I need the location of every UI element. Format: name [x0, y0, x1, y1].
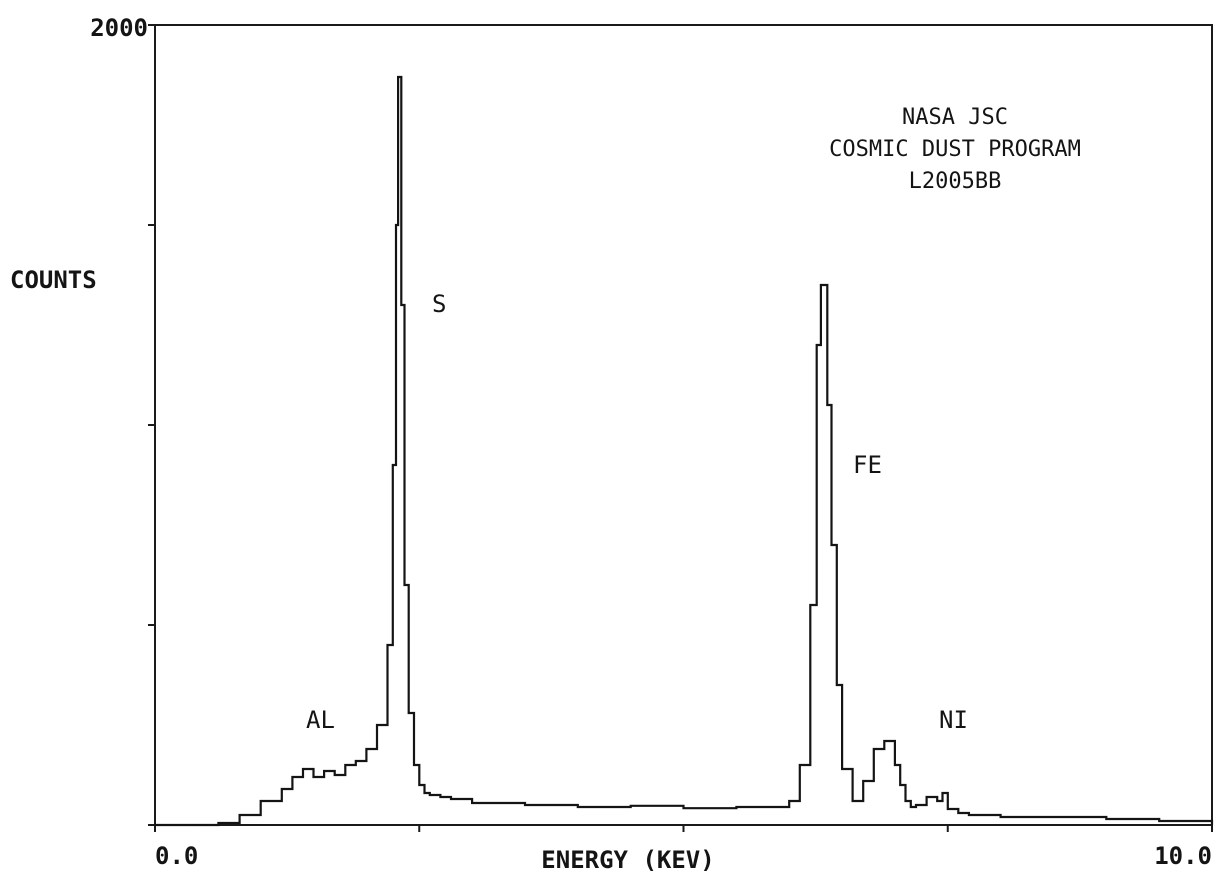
spectrum-point-48 — [894, 764, 896, 766]
y-tick-label-max: 2000 — [90, 14, 148, 42]
spectrum-point-10 — [323, 770, 325, 772]
spectrum-point-4 — [238, 814, 241, 816]
spectrum-point-6 — [281, 788, 283, 790]
spectrum-point-54 — [936, 800, 938, 802]
spectrum-point-1 — [175, 824, 177, 826]
spectrum-point-19 — [397, 76, 399, 78]
spectrum-point-28 — [450, 798, 452, 800]
spectrum-point-57 — [957, 812, 960, 814]
spectrum-point-45 — [862, 780, 864, 782]
spectrum-point-51 — [909, 806, 912, 808]
spectrum-point-13 — [355, 760, 357, 762]
spectrum-point-8 — [302, 768, 304, 770]
spectrum-point-41 — [830, 544, 833, 546]
axis-ticks — [148, 24, 1213, 832]
spectrum-point-46 — [872, 748, 875, 750]
spectrum-point-17 — [392, 464, 394, 466]
spectrum-point-21 — [403, 584, 406, 586]
spectrum-point-39 — [820, 284, 822, 286]
spectrum-point-44 — [851, 800, 854, 802]
spectrum-point-47 — [883, 740, 886, 742]
spectrum-point-43 — [841, 768, 843, 770]
spectrum-point-18 — [395, 224, 397, 226]
spectrum-point-60 — [1052, 816, 1055, 818]
spectrum-point-53 — [925, 796, 928, 798]
spectrum-point-49 — [899, 784, 901, 786]
spectrum-point-37 — [809, 604, 812, 606]
spectrum-point-27 — [439, 796, 442, 798]
spectrum-point-25 — [423, 792, 426, 794]
spectrum-point-36 — [798, 764, 801, 766]
spectrum-point-3 — [217, 822, 220, 824]
spectrum-point-58 — [968, 814, 970, 816]
spectrum-point-50 — [904, 800, 907, 802]
annotation-line-2: COSMIC DUST PROGRAM — [829, 137, 1081, 162]
spectrum-point-56 — [946, 808, 949, 810]
spectrum-point-31 — [577, 806, 579, 808]
spectrum-point-62 — [1158, 820, 1160, 822]
spectrum-point-5 — [259, 800, 262, 802]
spectrum-series — [154, 75, 1214, 827]
spectrum-point-12 — [344, 764, 347, 766]
spectrum-point-22 — [407, 712, 410, 714]
peak-label-s: S — [432, 290, 446, 318]
spectrum-point-55 — [941, 792, 944, 794]
spectrum-point-38 — [815, 344, 818, 346]
x-tick-label-min: 0.0 — [155, 842, 198, 870]
spectrum-point-15 — [376, 724, 378, 726]
annotation-line-1: NASA JSC — [902, 105, 1008, 130]
y-axis-label: COUNTS — [10, 266, 97, 294]
spectrum-point-61 — [1105, 818, 1108, 820]
spectrum-point-11 — [333, 774, 336, 776]
spectrum-point-42 — [835, 684, 838, 686]
spectrum-point-29 — [471, 802, 473, 804]
peak-label-al: AL — [306, 706, 335, 734]
spectrum-point-33 — [682, 807, 685, 809]
spectrum-point-34 — [735, 806, 738, 808]
spectrum-point-24 — [418, 784, 421, 786]
spectrum-point-59 — [999, 816, 1002, 818]
x-tick-label-max: 10.0 — [1154, 842, 1212, 870]
spectrum-point-52 — [915, 804, 917, 806]
spectrum-point-63 — [1211, 824, 1213, 826]
spectrum-point-32 — [629, 805, 632, 807]
spectrum-point-35 — [788, 800, 790, 802]
spectrum-point-23 — [413, 764, 415, 766]
x-axis-label: ENERGY (KEV) — [541, 846, 714, 874]
spectrum-point-0 — [154, 824, 156, 826]
spectrum-point-30 — [524, 804, 526, 806]
peak-label-fe: FE — [853, 451, 882, 479]
spectrum-point-26 — [429, 794, 431, 796]
peak-label-ni: NI — [939, 706, 968, 734]
spectrum-point-9 — [312, 776, 315, 778]
spectrum-point-14 — [365, 748, 368, 750]
spectrum-point-40 — [826, 404, 829, 406]
annotation-line-3: L2005BB — [909, 169, 1002, 194]
spectrum-point-20 — [400, 304, 403, 306]
spectrum-point-7 — [291, 776, 294, 778]
spectrum-point-16 — [386, 644, 389, 646]
spectrum-point-2 — [196, 824, 199, 826]
